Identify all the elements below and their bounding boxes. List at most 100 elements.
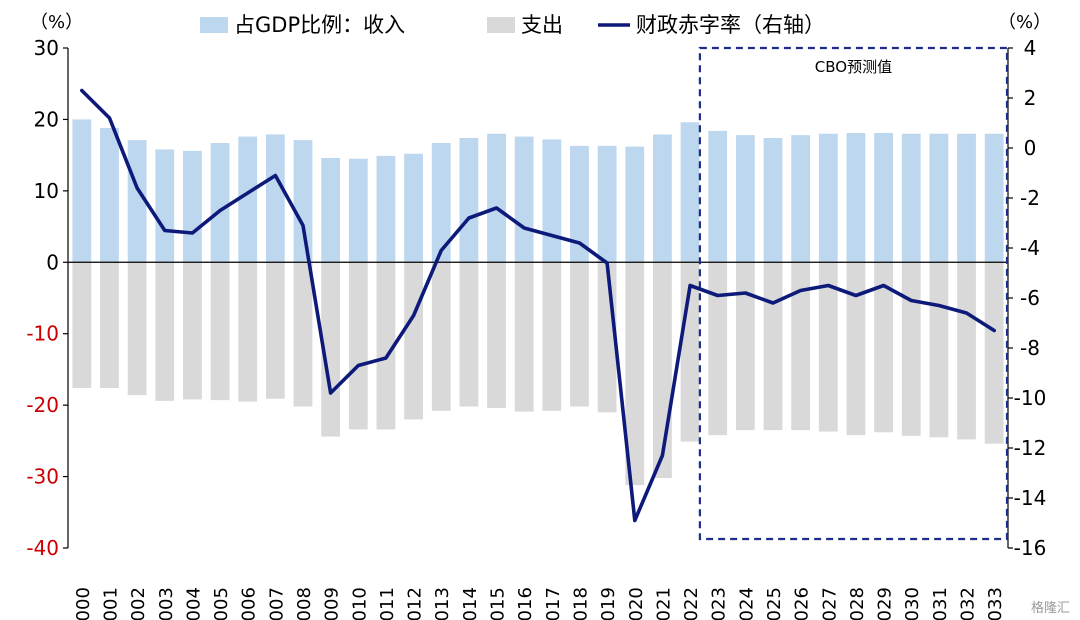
right-tick-label: 2 [1024,86,1037,110]
right-axis-unit: （%） [998,12,1051,33]
expense-bar-2025 [763,262,783,431]
deficit-rate-line [80,88,996,523]
x-tick-label: 2009 [322,587,343,620]
expense-bar-2000 [72,262,92,388]
x-tick-label: 2032 [958,587,979,620]
watermark: 格隆汇 [1031,600,1070,616]
income-bar-2029 [874,133,893,263]
cbo-forecast-label: CBO预测值 [815,58,892,76]
income-bar-2014 [459,138,479,263]
left-tick-label: -20 [26,393,59,417]
x-tick-label: 2025 [764,587,785,620]
x-tick-label: 2022 [681,587,702,620]
income-bar-2018 [570,145,589,263]
income-bar-2025 [763,138,783,263]
income-bar-2027 [818,133,838,263]
expense-bar-2020 [625,262,645,486]
income-bars [72,119,1004,263]
income-bar-2028 [846,133,866,263]
income-bar-2007 [265,134,285,263]
right-tick-label: -16 [1014,536,1047,560]
left-tick-label: 20 [34,107,59,131]
right-tick-label: -8 [1020,336,1040,360]
income-bar-2004 [183,150,202,263]
right-tick-label: -12 [1014,436,1047,460]
x-tick-label: 2017 [543,587,564,620]
x-tick-label: 2031 [930,587,951,620]
x-tick-label: 2015 [488,587,509,620]
expense-bar-2006 [238,262,258,402]
expense-bar-2016 [514,262,534,412]
left-tick-label: 30 [34,36,59,60]
x-tick-label: 2018 [570,587,591,620]
expense-bar-2030 [901,262,921,436]
expense-bar-2001 [100,262,119,388]
income-bar-2003 [155,149,175,263]
x-tick-label: 2011 [377,587,398,620]
x-tick-label: 2003 [156,587,177,620]
x-tick-label: 2014 [460,587,481,620]
expense-bars [72,262,1004,486]
x-tick-label: 2029 [875,587,896,620]
legend-swatch-expense [487,17,515,33]
right-tick-label: 4 [1024,36,1037,60]
right-tick-label: -6 [1020,286,1040,310]
income-bar-2022 [680,122,700,263]
income-bar-2019 [597,145,617,263]
income-bar-2026 [791,135,811,263]
left-y-axis-ticks: 30 20 10 0 -10 -20 -30 -40 [26,36,68,560]
expense-bar-2004 [183,262,202,400]
x-tick-label: 2021 [653,587,674,620]
x-tick-label: 2023 [709,587,730,620]
cbo-forecast-box [698,46,1009,541]
income-bar-2016 [514,136,534,263]
x-tick-label: 2010 [349,587,370,620]
income-bar-2017 [542,139,562,263]
expense-bar-2014 [459,262,479,407]
x-tick-label: 2002 [128,587,149,620]
income-bar-2008 [293,140,313,263]
x-tick-label: 2026 [792,587,813,620]
expense-bar-2029 [874,262,893,433]
x-tick-label: 2004 [183,587,204,620]
x-axis-ticks: 2000 2001 2002 2003 2004 2005 2006 2007 2008 2009… [73,587,1006,620]
right-tick-label: -4 [1020,236,1040,260]
income-bar-2000 [72,119,92,263]
left-tick-label: -30 [26,465,59,489]
expense-bar-2018 [570,262,589,407]
expense-bar-2027 [818,262,838,432]
income-bar-2033 [984,133,1004,263]
right-tick-label: -2 [1020,186,1040,210]
expense-bar-2033 [984,262,1004,444]
income-bar-2011 [376,155,396,263]
income-bar-2013 [431,143,451,263]
x-tick-label: 2006 [239,587,260,620]
income-bar-2005 [210,143,230,263]
income-bar-2024 [735,135,755,263]
income-bar-2031 [929,133,949,263]
legend-label-expense: 支出 [521,13,563,37]
expense-bar-2002 [127,262,147,396]
x-tick-label: 2033 [985,587,1006,620]
expense-bar-2032 [957,262,976,440]
x-tick-label: 2028 [847,587,868,620]
x-tick-label: 2000 [73,587,94,620]
x-tick-label: 2024 [736,587,757,620]
left-tick-label: 0 [46,250,59,274]
right-tick-label: -14 [1014,486,1047,510]
income-bar-2023 [708,130,728,263]
expense-bar-2031 [929,262,949,438]
x-tick-label: 2001 [100,587,121,620]
right-y-axis-ticks: 4 2 0 -2 -4 -6 -8 -10 -12 -14 -16 [1008,36,1046,560]
expense-bar-2009 [321,262,341,437]
expense-bar-2012 [404,262,423,420]
income-bar-2009 [321,158,341,263]
expense-bar-2028 [846,262,866,436]
x-tick-label: 2008 [294,587,315,620]
x-tick-label: 2007 [266,587,287,620]
income-bar-2010 [348,158,368,263]
income-bar-2001 [100,128,119,263]
x-tick-label: 2020 [626,587,647,620]
expense-bar-2003 [155,262,175,401]
